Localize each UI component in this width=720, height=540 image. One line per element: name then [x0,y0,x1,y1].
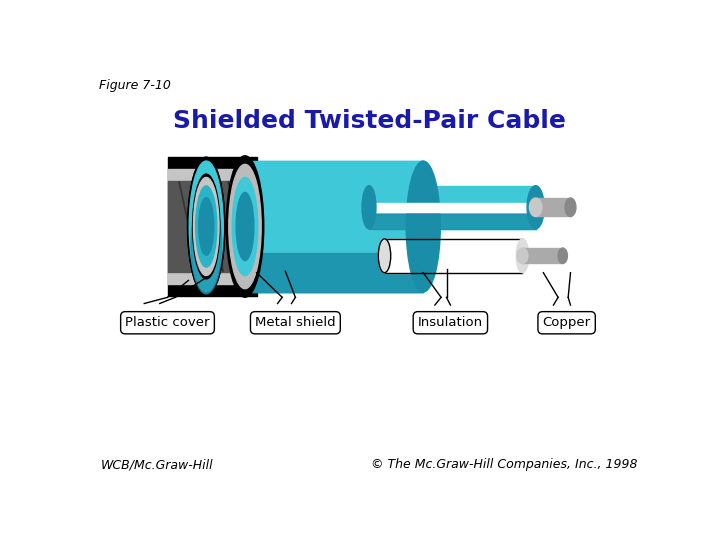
Ellipse shape [558,248,567,264]
Ellipse shape [516,239,528,273]
Ellipse shape [196,186,217,267]
Ellipse shape [199,198,214,255]
Text: Insulation: Insulation [418,316,483,329]
Ellipse shape [229,164,261,289]
Ellipse shape [194,179,219,274]
Ellipse shape [378,239,391,273]
Ellipse shape [194,178,219,275]
Ellipse shape [527,186,544,229]
Ellipse shape [191,195,222,294]
Ellipse shape [236,192,254,260]
Ellipse shape [193,176,220,278]
Ellipse shape [529,198,542,217]
Ellipse shape [362,186,376,229]
Text: Plastic cover: Plastic cover [125,316,210,329]
Ellipse shape [199,197,214,256]
Text: Copper: Copper [543,316,590,329]
Ellipse shape [188,157,225,296]
Text: © The Mc.Graw-Hill Companies, Inc., 1998: © The Mc.Graw-Hill Companies, Inc., 1998 [371,458,637,471]
Ellipse shape [189,161,223,292]
Ellipse shape [196,186,217,267]
Ellipse shape [406,161,441,292]
Ellipse shape [193,174,220,279]
Ellipse shape [190,204,222,282]
Ellipse shape [517,248,528,264]
Ellipse shape [565,198,576,217]
Ellipse shape [226,156,264,297]
Ellipse shape [187,158,225,294]
Ellipse shape [189,161,223,292]
Text: Shielded Twisted-Pair Cable: Shielded Twisted-Pair Cable [173,110,565,133]
Ellipse shape [233,178,258,275]
Text: Metal shield: Metal shield [255,316,336,329]
Text: Figure 7-10: Figure 7-10 [99,79,171,92]
Text: WCB/Mc.Graw-Hill: WCB/Mc.Graw-Hill [101,458,213,471]
